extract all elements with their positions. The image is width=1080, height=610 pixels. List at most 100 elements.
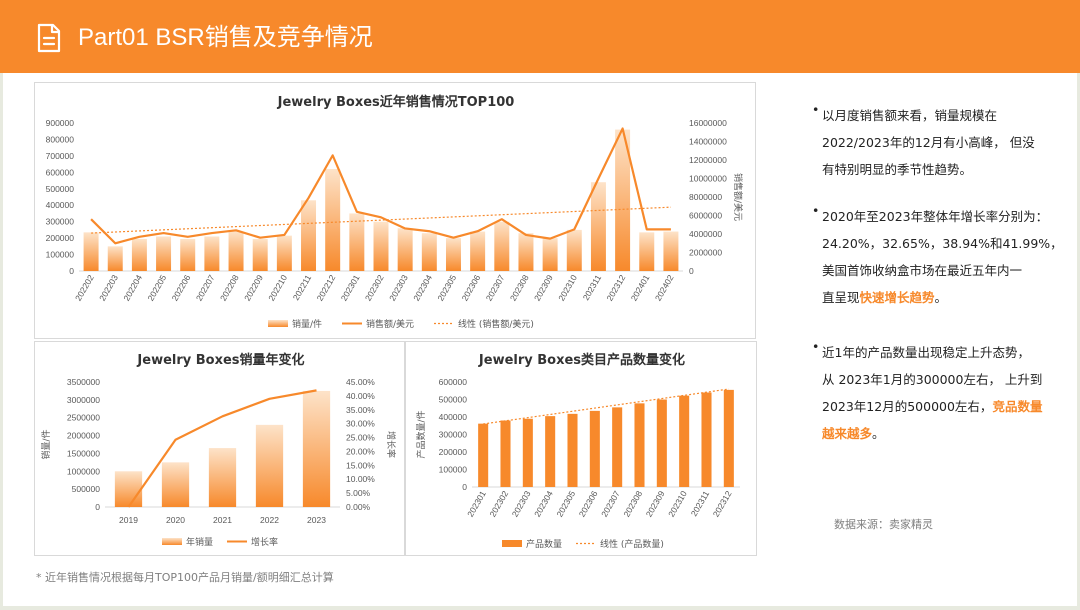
legend-label: 销量/件 [292,318,322,330]
bar [494,221,510,271]
chart-product-count: Jewelry Boxes类目产品数量变化 0 100000 200000 300000… [415,352,740,550]
bar [156,236,172,271]
legend-label: 线性 (产品数量) [600,538,664,550]
bar [590,182,606,271]
series-line [90,127,671,245]
x-tick-label: 202308 [508,273,531,303]
x-tick-label: 2019 [119,515,138,525]
x-tick-label: 2020 [166,515,185,525]
insight-highlight: 越来越多 [822,426,873,441]
y2-tick-label: 25.00% [346,433,375,443]
bar [445,238,461,271]
x-tick-label: 202210 [266,273,289,303]
insight-line: 从 2023年1月的300000左右， 上升到 [822,372,1043,387]
bar [325,169,341,271]
y2-axis-label: 销售额/美元 [732,173,744,221]
y-tick-label: 900000 [46,118,75,128]
x-tick-label: 202308 [621,489,644,519]
y-tick-label: 0 [462,482,467,492]
y2-tick-label: 16000000 [689,118,727,128]
y-axis-label: 销量/件 [40,429,52,459]
y2-tick-label: 14000000 [689,137,727,147]
bar [656,399,667,487]
insight-item: 以月度销售额来看，销量规模在 2022/2023年的12月有小高峰， 但没 有特… [812,102,1062,183]
y2-axis-label: 增长率 [385,431,397,458]
y2-tick-label: 10.00% [346,474,375,484]
y-tick-label: 600000 [439,377,468,387]
y2-tick-label: 0 [689,266,694,276]
chart-panel-yearly-sales: Jewelry Boxes销量年变化 0 500000 1000000 1500000 2… [34,341,405,556]
y2-tick-label: 12000000 [689,155,727,165]
bar [589,410,600,487]
header-bar: Part01 BSR销售及竞争情况 [0,0,1080,73]
bar [373,221,389,271]
insight-line: 24.20%，32.65%，38.94%和41.99%， [822,236,1063,251]
data-source: 数据来源：卖家精灵 [834,518,933,531]
chart-monthly-sales: Jewelry Boxes近年销售情况TOP100 0 100000 200000 30… [46,94,744,330]
y-axis-label: 产品数量/件 [415,410,427,458]
bar [107,246,123,271]
insight-line: 2020年至2023年整体年增长率分别为： [822,209,1049,224]
bar [679,395,690,487]
y-tick-label: 3500000 [67,377,100,387]
bar [255,424,284,507]
y-tick-label: 500000 [72,484,101,494]
insight-line: 2022/2023年的12月有小高峰， 但没 [822,135,1035,150]
x-tick-label: 202303 [510,489,533,519]
legend-swatch [268,320,288,327]
y-tick-label: 100000 [439,465,468,475]
x-tick-label: 202307 [599,489,622,519]
y2-tick-label: 35.00% [346,405,375,415]
y-tick-label: 500000 [439,395,468,405]
bar [208,448,237,507]
bar [545,416,556,487]
bar [131,238,147,271]
x-tick-label: 202402 [653,273,676,303]
x-tick-label: 202204 [121,273,144,303]
insight-line: 直呈现快速增长趋势。 [822,284,1062,311]
frame-left [0,0,3,610]
bar [615,129,631,271]
y2-tick-label: 8000000 [689,192,722,202]
insight-text: 2023年12月的500000左右， [822,399,993,414]
bar [302,390,331,507]
x-tick-label: 202303 [387,273,410,303]
x-tick-label: 202311 [581,273,604,302]
bar [522,418,533,487]
x-tick-label: 202208 [218,273,241,303]
insight-tail: 。 [934,290,948,305]
bar [161,462,190,507]
insight-highlight: 竞品数量 [992,399,1043,414]
y2-tick-label: 20.00% [346,446,375,456]
y-tick-label: 100000 [46,250,75,260]
bar [180,238,196,271]
x-tick-label: 202310 [556,273,579,303]
frame-right [1077,0,1080,610]
y2-tick-label: 2000000 [689,248,722,258]
x-tick-label: 202312 [604,273,627,303]
legend-label: 增长率 [251,536,278,548]
trendline [483,388,729,425]
x-tick-label: 2023 [307,515,326,525]
x-tick-label: 202211 [291,273,314,302]
insight-line: 近1年的产品数量出现稳定上升态势， [822,345,1030,360]
y-tick-label: 600000 [46,167,75,177]
x-tick-label: 202207 [194,273,217,303]
y-tick-label: 300000 [46,217,75,227]
bar [542,238,558,271]
bar [639,232,655,271]
y2-tick-label: 0.00% [346,502,371,512]
bar [701,392,712,487]
x-tick-label: 202301 [339,273,362,303]
y-tick-label: 400000 [46,200,75,210]
chart-title: Jewelry Boxes类目产品数量变化 [478,352,685,368]
bar [228,231,244,271]
frame-bottom [0,606,1080,610]
bar [83,232,99,271]
insight-text: 直呈现 [822,290,860,305]
legend-label: 年销量 [186,536,213,548]
footnote: * 近年销售情况根据每月TOP100产品月销量/额明细汇总计算 [36,571,334,584]
x-tick-label: 2022 [260,515,279,525]
y-tick-label: 700000 [46,151,75,161]
bar [634,403,645,487]
